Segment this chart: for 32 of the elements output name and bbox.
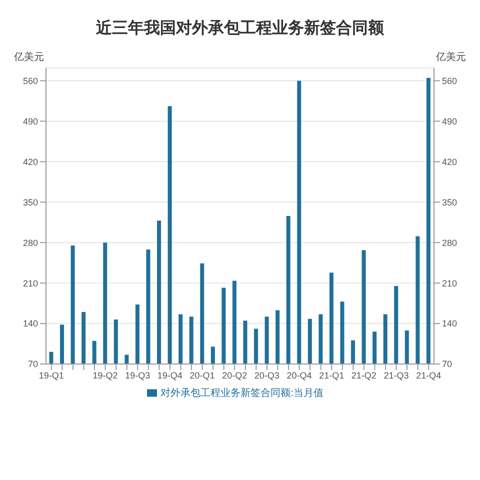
- x-tick-label: 19-Q4: [157, 370, 182, 380]
- y-tick-label: 140: [22, 318, 38, 329]
- x-tick-label: 19-Q2: [92, 370, 118, 380]
- chart-title: 近三年我国对外承包工程业务新签合同额: [95, 18, 385, 39]
- x-tick-label: 20-Q2: [222, 370, 248, 380]
- x-tick-label: 20-Q4: [286, 370, 312, 380]
- y-tick-label: 70: [28, 359, 38, 370]
- x-tick-label: 21-Q1: [319, 370, 344, 380]
- y-tick-label: 210: [22, 278, 38, 288]
- x-tick-label: 21-Q3: [384, 370, 409, 380]
- y2-tick-label: 350: [442, 197, 458, 208]
- y2-tick-label: 490: [442, 116, 458, 126]
- y-tick-label: 490: [22, 116, 38, 126]
- legend-label: 对外承包工程业务新签合同额:当月值: [160, 388, 324, 399]
- x-tick-label: 21-Q2: [351, 370, 376, 380]
- x-tick-label: 19-Q1: [38, 370, 64, 380]
- x-tick-label: 21-Q4: [416, 370, 442, 380]
- y2-tick-label: 70: [442, 359, 452, 370]
- y2-axis-title: 亿美元: [436, 50, 466, 64]
- x-tick-label: 20-Q3: [254, 370, 280, 380]
- y2-tick-label: 560: [442, 76, 458, 86]
- y-tick-label: 350: [22, 197, 38, 208]
- y2-tick-label: 140: [442, 318, 458, 329]
- y-tick-label: 280: [22, 238, 38, 248]
- y-tick-label: 420: [22, 156, 38, 167]
- x-tick-label: 19-Q3: [125, 370, 150, 380]
- y2-tick-label: 420: [442, 156, 458, 167]
- y2-tick-label: 210: [442, 278, 458, 288]
- x-tick-label: 20-Q1: [190, 370, 215, 380]
- y-tick-label: 560: [22, 76, 38, 86]
- y2-tick-label: 280: [442, 238, 458, 248]
- y-axis-title: 亿美元: [14, 50, 44, 64]
